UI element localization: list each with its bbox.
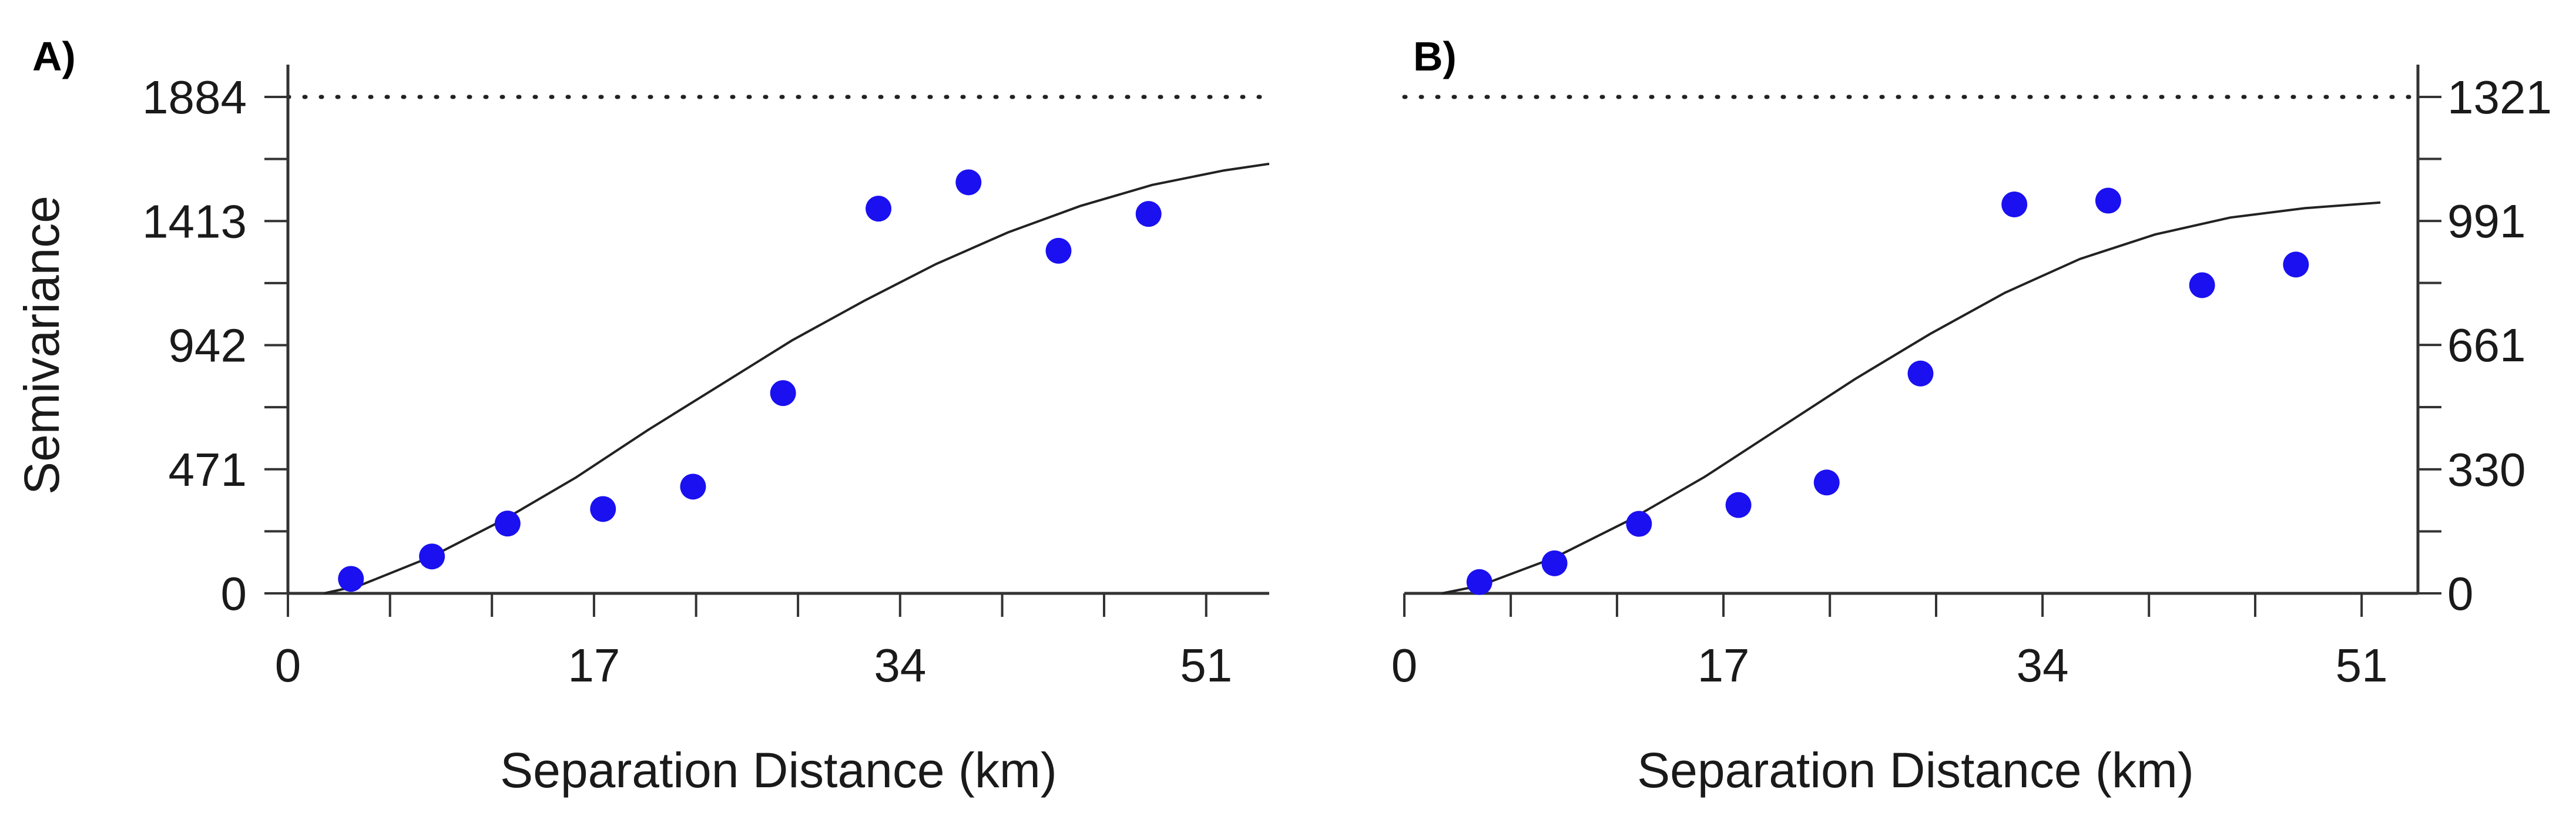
data-point (2189, 272, 2215, 298)
y-tick-label: 1884 (142, 71, 247, 123)
y-tick-label: 471 (169, 444, 247, 496)
data-point (2001, 191, 2028, 217)
data-point (1626, 511, 1652, 537)
x-tick-label: 34 (874, 639, 926, 691)
model-curve (1441, 201, 2381, 595)
data-point (866, 196, 892, 222)
data-point (1541, 550, 1568, 576)
x-tick-label: 0 (275, 639, 301, 691)
data-point (590, 496, 616, 522)
y-axis-title: Semivariance (14, 196, 69, 495)
x-tick-label: 51 (2336, 639, 2388, 691)
data-point (1466, 569, 1492, 595)
x-tick-label: 34 (2017, 639, 2069, 691)
x-tick-label: 17 (1698, 639, 1750, 691)
panel-label: B) (1413, 33, 1457, 79)
data-point (419, 543, 445, 570)
y-tick-label: 0 (221, 568, 247, 620)
y-tick-label: 991 (2447, 195, 2525, 247)
y-tick-label: 1321 (2447, 71, 2552, 123)
x-axis-title: Separation Distance (km) (1637, 743, 2194, 798)
data-point (1725, 492, 1752, 518)
data-point (494, 511, 521, 537)
y-tick-label: 661 (2447, 319, 2525, 371)
data-point (955, 169, 982, 196)
y-tick-label: 0 (2447, 568, 2474, 620)
y-tick-label: 330 (2447, 444, 2525, 496)
x-tick-label: 17 (568, 639, 620, 691)
y-tick-label: 942 (169, 320, 247, 372)
panel-label: A) (32, 33, 76, 79)
data-point (2095, 187, 2121, 214)
data-point (1135, 201, 1162, 227)
model-curve (323, 162, 1270, 595)
panel-b: B) 0 17 34 51 0 330 661 991 1321 Separation Distan… (1391, 33, 2552, 798)
data-point (680, 474, 706, 500)
data-point (1045, 237, 1072, 264)
x-axis-title: Separation Distance (km) (500, 743, 1057, 798)
x-tick-label: 51 (1180, 639, 1232, 691)
x-tick-label: 0 (1391, 639, 1418, 691)
data-point (338, 566, 364, 592)
data-point (1907, 360, 1934, 387)
data-point (2283, 251, 2309, 278)
data-point (770, 380, 796, 407)
panel-a: A) 0 17 34 51 0 471 942 1413 1884 Separation Dista… (14, 33, 1272, 798)
y-tick-label: 1413 (142, 195, 247, 247)
data-point (1813, 469, 1840, 496)
